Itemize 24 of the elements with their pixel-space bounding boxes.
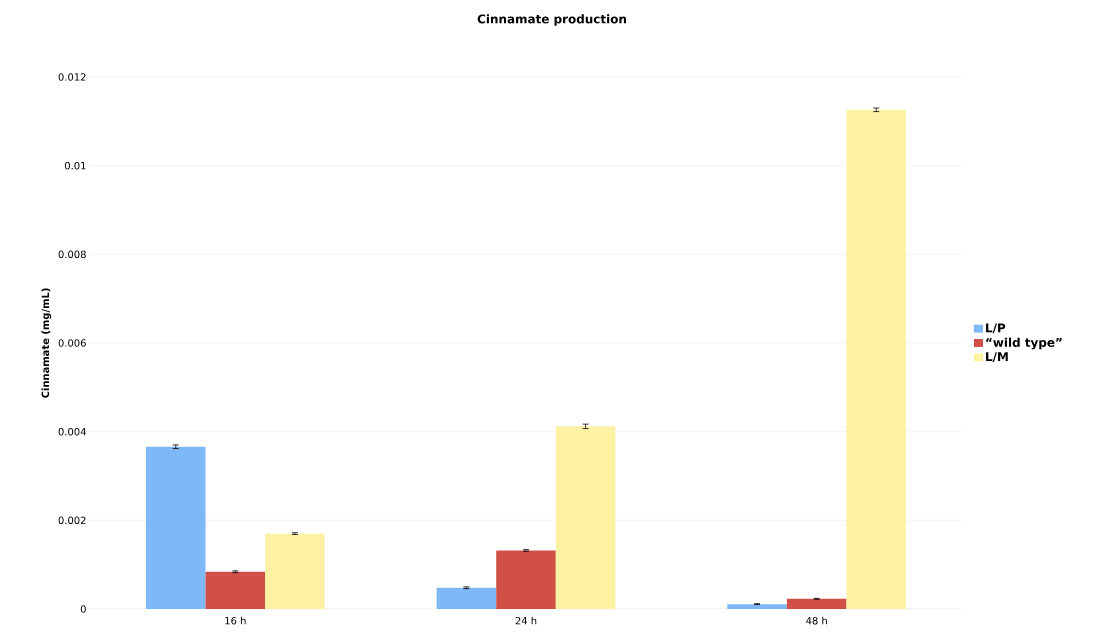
x-tick-label: 24 h: [515, 616, 537, 625]
y-tick-label: 0.002: [58, 516, 86, 525]
bar: [436, 587, 497, 609]
bar: [786, 598, 847, 609]
y-tick-label: 0.008: [58, 250, 86, 259]
y-tick-label: 0.004: [58, 427, 86, 436]
legend-label: “wild type”: [986, 337, 1062, 350]
y-axis-title: Cinnamate (mg/mL): [41, 288, 52, 398]
bar: [727, 604, 787, 609]
x-tick-label: 48 h: [806, 616, 827, 625]
y-tick-label: 0.01: [64, 161, 86, 170]
bar: [265, 533, 325, 609]
chart-title: Cinnamate production: [477, 14, 626, 26]
bar: [205, 571, 266, 609]
y-tick-label: 0.006: [58, 339, 86, 347]
bar: [496, 550, 556, 609]
y-tick-label: 0: [80, 605, 86, 613]
x-tick-label: 16 h: [225, 616, 246, 625]
legend-label: L/M: [986, 352, 1008, 363]
bar: [145, 446, 206, 609]
legend-label: L/P: [986, 323, 1006, 334]
bar: [846, 109, 907, 609]
bar: [555, 426, 616, 609]
y-tick-label: 0.012: [58, 73, 86, 81]
